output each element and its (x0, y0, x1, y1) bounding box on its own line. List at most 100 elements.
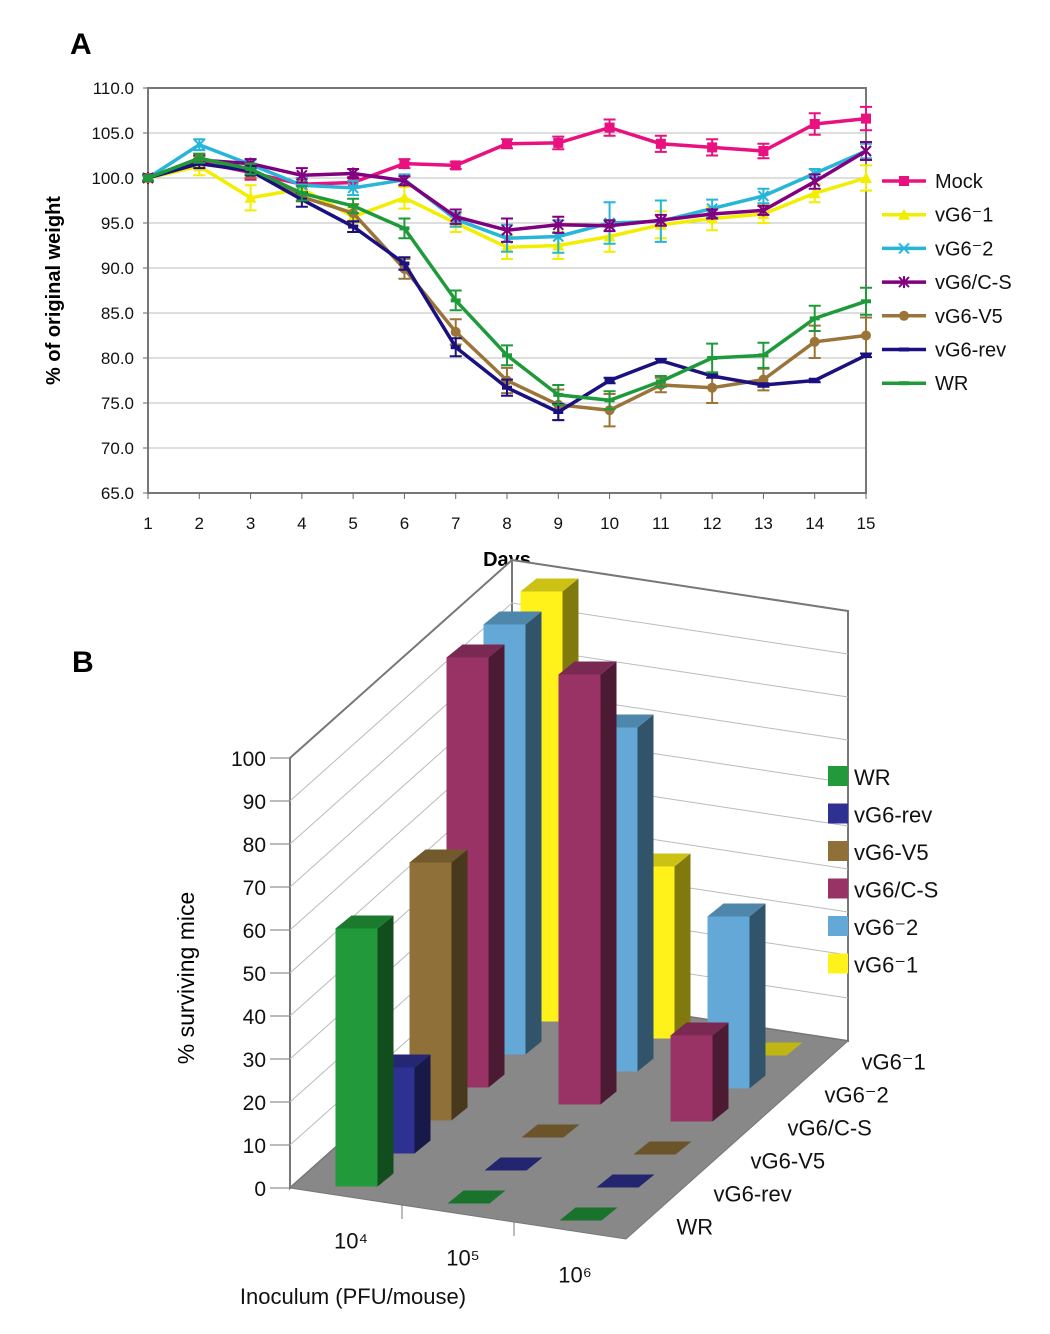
triangle-marker (898, 208, 910, 220)
bar-front-face (670, 1035, 713, 1122)
bar-top-face (409, 849, 468, 863)
legend-swatch (828, 953, 848, 974)
bar-side-face (562, 578, 579, 1022)
y-tick-label: 95.0 (101, 214, 134, 233)
circle-marker (758, 374, 769, 385)
circle-marker (809, 336, 820, 347)
bar-side-face (674, 853, 691, 1039)
y-tick-label: 90 (243, 791, 266, 814)
legend-swatch (828, 878, 848, 899)
bar-top-face (707, 903, 766, 917)
back-wall (511, 558, 849, 1043)
series-wr (142, 152, 872, 411)
asterisk-marker (860, 145, 872, 157)
x-tick-label: 15 (857, 514, 876, 533)
x-marker (193, 138, 205, 151)
bar (632, 853, 691, 1039)
gridline (289, 903, 849, 1103)
legend-label: vG6-V5 (935, 306, 1003, 328)
y-tick-label: 80 (243, 834, 266, 857)
gridline (289, 774, 849, 974)
floor (288, 989, 850, 1240)
bar (595, 714, 654, 1072)
legend-label: WR (935, 373, 968, 395)
y-tick-label: 85.0 (101, 304, 134, 323)
y-tick-label: 110.0 (93, 79, 134, 98)
x-tick-label: 3 (246, 514, 255, 533)
bar-front-face (372, 1067, 415, 1154)
legend-label: WR (854, 765, 891, 790)
x-tick-label: 4 (297, 514, 306, 533)
gridline (289, 645, 849, 845)
triangle-marker (860, 172, 872, 183)
asterisk-marker (655, 214, 667, 227)
bar-top-face (372, 1054, 431, 1068)
x-tick-label: 13 (754, 514, 773, 533)
category-label: 10⁶ (558, 1263, 592, 1288)
bar (596, 1174, 655, 1188)
x-tick-label: 2 (195, 514, 204, 533)
asterisk-marker (757, 204, 770, 217)
legend-label: vG6/C-S (935, 272, 1012, 294)
bar-top-face (633, 1141, 692, 1155)
bar-top-face (595, 714, 654, 728)
square-marker (861, 113, 871, 124)
x-tick-label: 7 (451, 514, 460, 533)
bar-front-face (520, 591, 563, 1022)
bar-side-face (600, 661, 617, 1105)
bar-top-face (558, 661, 617, 675)
bar (521, 1124, 580, 1138)
legend-label: vG6⁻2 (935, 238, 993, 260)
legend-label: Mock (935, 171, 984, 193)
bar-side-face (749, 903, 766, 1089)
series-axis-label: vG6⁻2 (825, 1083, 889, 1108)
bar-side-face (377, 915, 394, 1187)
y-tick-label: 65.0 (101, 484, 134, 503)
bar-side-face (637, 714, 654, 1072)
bar-side-face (525, 611, 542, 1055)
y-tick-label: 75.0 (101, 394, 134, 413)
y-tick-label: 70 (243, 877, 266, 900)
bar (372, 1054, 431, 1154)
x-tick-label: 11 (652, 514, 670, 533)
legend-label: vG6/C-S (854, 878, 938, 903)
bar-top-face (447, 1190, 506, 1204)
bar-top-face (670, 1022, 729, 1036)
y-tick-label: 80.0 (101, 349, 134, 368)
x-tick-label: 12 (703, 514, 722, 533)
legend-label: vG6⁻1 (935, 205, 993, 227)
circle-marker (899, 310, 909, 321)
x-marker (757, 190, 770, 202)
circle-marker (861, 330, 871, 341)
square-marker (899, 176, 909, 186)
bar-top-face (632, 853, 691, 867)
bar-top-face (335, 915, 394, 929)
series-axis-label: vG6-rev (714, 1182, 792, 1207)
bar-front-face (595, 727, 638, 1072)
bar-side-face (488, 644, 505, 1088)
bar-top-face (446, 644, 505, 658)
gridline (289, 860, 849, 1060)
x-axis-title: Days (483, 549, 531, 571)
legend-label: vG6-rev (935, 340, 1006, 362)
bar-top-face (484, 1157, 543, 1171)
square-marker (450, 160, 461, 171)
panel-b-label: B (72, 646, 94, 679)
y-axis-title: % surviving mice (173, 892, 199, 1065)
x-axis-title: Inoculum (PFU/mouse) (240, 1284, 466, 1309)
legend-label: vG6⁻2 (854, 915, 918, 940)
bar (409, 849, 468, 1121)
bar-front-face (335, 928, 378, 1187)
y-tick-label: 60 (243, 920, 266, 943)
y-tick-label: 100.0 (91, 169, 134, 188)
legend-swatch (828, 841, 848, 861)
bar (558, 661, 617, 1105)
bar-top-face (483, 611, 542, 625)
bar (446, 644, 505, 1088)
bar (559, 1207, 618, 1221)
legend-label: vG6-V5 (854, 840, 929, 865)
asterisk-marker (501, 224, 513, 237)
square-marker (502, 138, 512, 149)
x-tick-label: 14 (805, 514, 824, 533)
bar (520, 578, 579, 1022)
